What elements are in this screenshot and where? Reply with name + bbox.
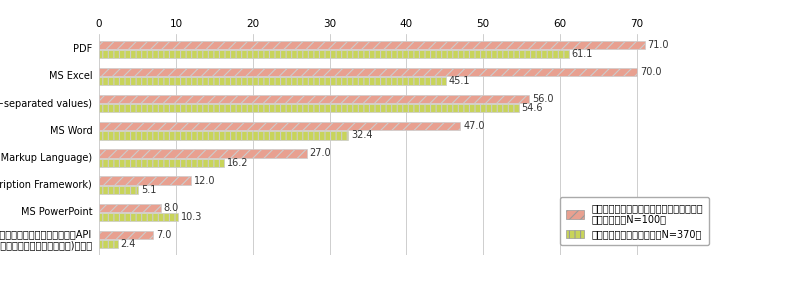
Bar (99, 104, 519, 112)
Text: 61.1: 61.1 (572, 49, 593, 59)
Bar (99, 77, 446, 85)
Bar (99, 68, 637, 76)
Legend: 公開しているまたは公開しようとしている
公共データ（N=100）, 公開を目指す公共データ（N=370）: 公開しているまたは公開しようとしている 公共データ（N=100）, 公開を目指す… (561, 197, 709, 245)
Text: 54.6: 54.6 (522, 103, 543, 113)
Text: 7.0: 7.0 (156, 230, 171, 240)
Bar (99, 122, 460, 130)
Text: 27.0: 27.0 (309, 148, 331, 158)
Text: 8.0: 8.0 (163, 203, 179, 213)
Bar (99, 204, 160, 212)
Text: 45.1: 45.1 (449, 76, 470, 86)
Text: 47.0: 47.0 (463, 121, 485, 131)
Bar (99, 231, 153, 239)
Bar (99, 186, 138, 194)
Bar (99, 149, 307, 158)
Bar (99, 158, 224, 167)
Bar (99, 131, 348, 140)
Bar (99, 50, 569, 58)
Text: 12.0: 12.0 (194, 176, 216, 186)
Text: 10.3: 10.3 (182, 212, 203, 222)
Bar (99, 95, 530, 103)
Text: 56.0: 56.0 (532, 94, 554, 104)
Text: 32.4: 32.4 (351, 130, 373, 140)
Text: 2.4: 2.4 (121, 239, 136, 249)
Text: 70.0: 70.0 (640, 67, 661, 77)
Text: 71.0: 71.0 (648, 40, 669, 50)
Bar (99, 41, 645, 49)
Bar (99, 240, 117, 248)
Bar (99, 213, 178, 221)
Text: 5.1: 5.1 (141, 185, 157, 195)
Bar (99, 176, 191, 185)
Text: 16.2: 16.2 (227, 158, 248, 168)
